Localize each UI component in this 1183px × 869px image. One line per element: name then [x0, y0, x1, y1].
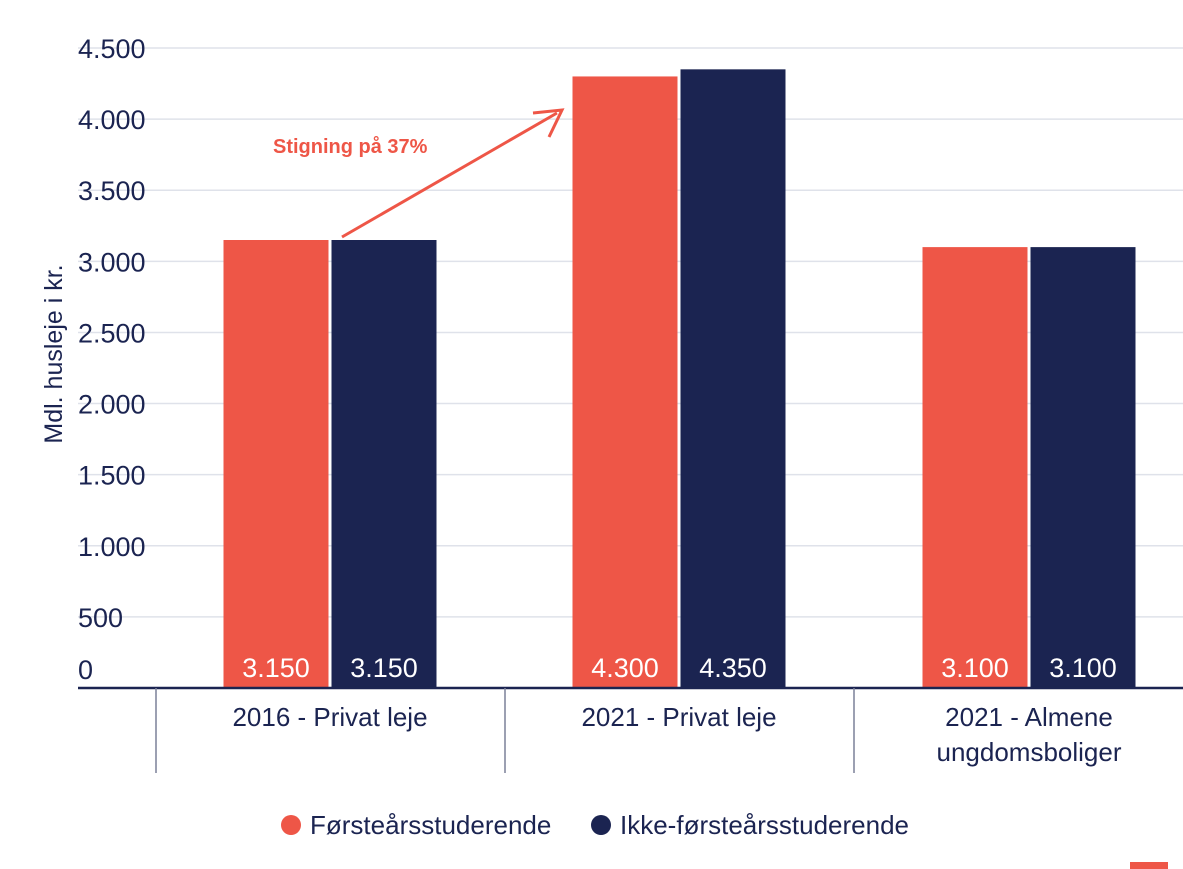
y-tick-label: 2.000: [78, 390, 146, 420]
y-tick-label: 3.500: [78, 176, 146, 206]
legend-label: Førsteårsstuderende: [310, 810, 551, 840]
bar-first-year: [572, 76, 678, 688]
data-label: 3.150: [242, 653, 310, 683]
x-tick-label: 2021 - Privat leje: [581, 702, 776, 732]
legend: Førsteårsstuderende Ikke-førsteårsstudere…: [281, 810, 909, 840]
bar-first-year: [223, 240, 329, 688]
corner-mark: [1130, 862, 1168, 869]
y-tick-label: 1.500: [78, 461, 146, 491]
x-tick-label: 2021 - Almene: [945, 702, 1113, 732]
data-label: 3.100: [941, 653, 1009, 683]
x-tick-label: ungdomsboliger: [936, 737, 1121, 767]
data-label: 4.350: [699, 653, 767, 683]
annotation-text: Stigning på 37%: [273, 135, 428, 158]
data-label: 3.150: [350, 653, 418, 683]
y-tick-label: 4.000: [78, 105, 146, 135]
legend-swatch: [591, 815, 611, 835]
annotation: Stigning på 37%: [273, 108, 565, 239]
x-axis: 2016 - Privat leje 2021 - Privat leje 2021…: [78, 686, 1183, 773]
y-tick-label: 3.000: [78, 247, 146, 277]
y-tick-label: 2.500: [78, 318, 146, 348]
bars: [223, 69, 1136, 689]
data-label: 4.300: [591, 653, 659, 683]
bar-first-year: [922, 247, 1028, 688]
legend-label: Ikke-førsteårsstuderende: [620, 810, 909, 840]
y-axis-ticks: 0 500 1.000 1.500 2.000 2.500 3.000 3.500 4.000 4…: [78, 34, 146, 685]
data-labels: 3.150 4.300 3.100 3.150 4.350 3.100: [242, 653, 1117, 683]
y-tick-label: 1.000: [78, 532, 146, 562]
y-tick-label: 4.500: [78, 34, 146, 64]
y-axis-label: Mdl. husleje i kr.: [40, 264, 68, 443]
arrow-head: [532, 108, 565, 138]
y-tick-label: 500: [78, 603, 123, 633]
y-tick-label: 0: [78, 655, 93, 685]
annotation-arrow: [341, 111, 558, 239]
bar-non-first-year: [1030, 247, 1136, 688]
data-label: 3.100: [1049, 653, 1117, 683]
legend-swatch: [281, 815, 301, 835]
bar-non-first-year: [680, 69, 786, 689]
bar-non-first-year: [331, 240, 437, 688]
x-tick-label: 2016 - Privat leje: [232, 702, 427, 732]
